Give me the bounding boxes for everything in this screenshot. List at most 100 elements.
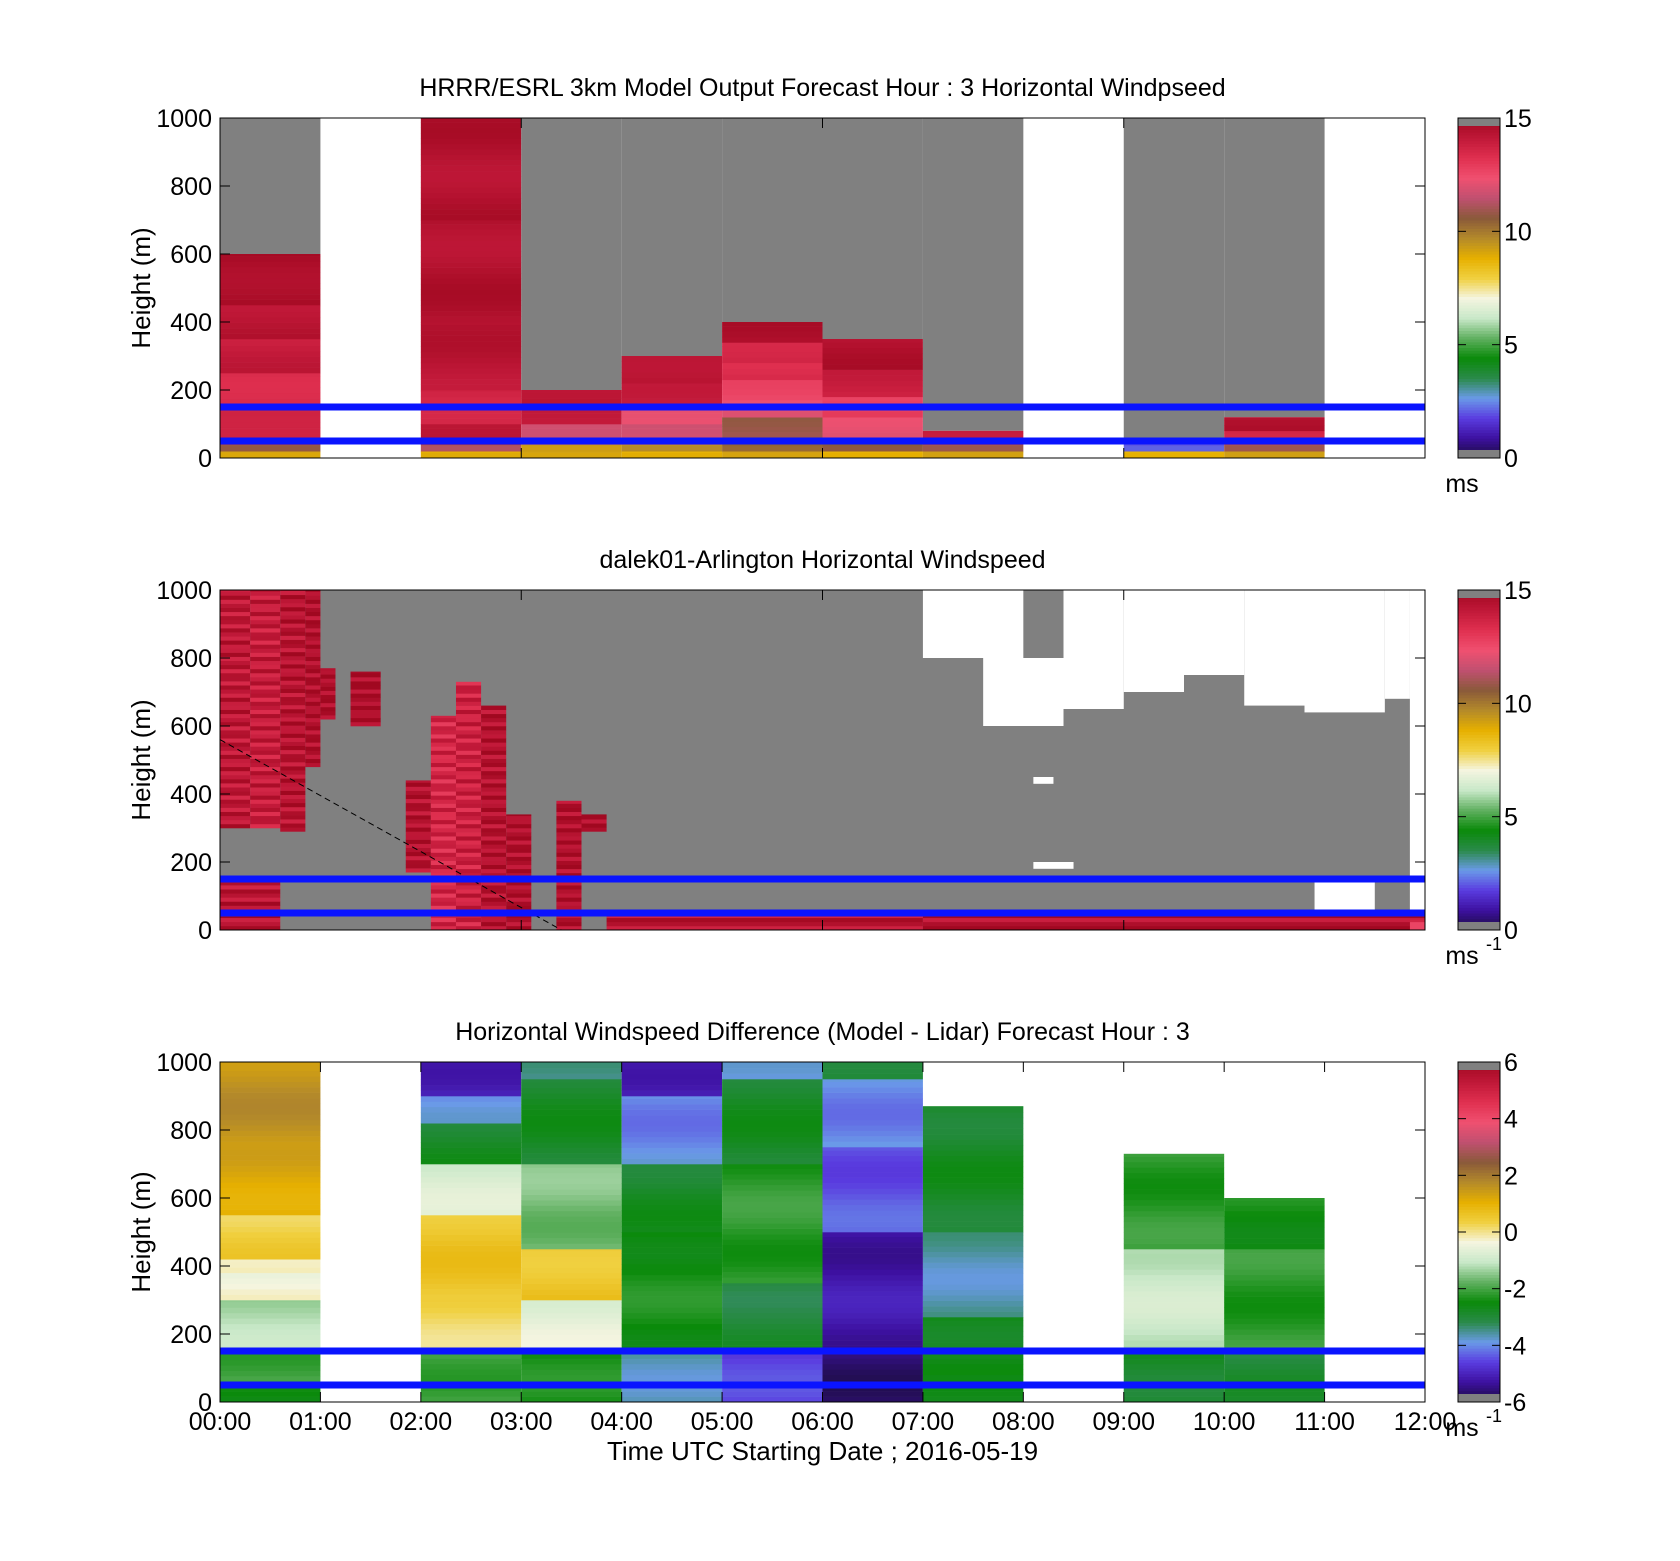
heatmap-cell bbox=[350, 671, 381, 674]
colorbar-tick-label: 5 bbox=[1504, 332, 1518, 360]
colorbar-swatch bbox=[1458, 191, 1500, 195]
heatmap-cell bbox=[455, 897, 482, 902]
heatmap-cell bbox=[621, 1353, 723, 1359]
heatmap-cell bbox=[220, 709, 251, 715]
heatmap-cell bbox=[722, 1353, 823, 1359]
heatmap-cell bbox=[521, 1289, 622, 1295]
heatmap-cell bbox=[822, 1363, 923, 1370]
colorbar-swatch bbox=[1458, 1277, 1500, 1281]
heatmap-cell bbox=[280, 729, 306, 734]
heatmap-cell bbox=[405, 851, 431, 857]
heatmap-cell bbox=[220, 885, 281, 890]
heatmap-cell bbox=[822, 1318, 923, 1325]
colorbar-swatch bbox=[1458, 375, 1500, 380]
colorbar-swatch bbox=[1458, 808, 1500, 812]
heatmap-cell bbox=[481, 823, 507, 829]
heatmap-cell bbox=[455, 758, 482, 764]
colorbar-end-cap bbox=[1458, 590, 1500, 598]
colorbar-swatch bbox=[1458, 714, 1500, 718]
heatmap-cell bbox=[481, 726, 507, 731]
colorbar-swatch bbox=[1458, 879, 1500, 883]
heatmap-cell bbox=[481, 840, 507, 845]
heatmap-cell bbox=[922, 1289, 1024, 1296]
heatmap-cell bbox=[350, 717, 381, 723]
heatmap-cell bbox=[420, 234, 522, 241]
heatmap-cell bbox=[722, 1318, 823, 1325]
heatmap-cell bbox=[521, 418, 622, 425]
heatmap-cell bbox=[556, 800, 582, 804]
heatmap-cell bbox=[1123, 1167, 1225, 1174]
heatmap-cell bbox=[455, 832, 482, 837]
heatmap-cell bbox=[280, 635, 306, 640]
heatmap-cell bbox=[420, 1079, 522, 1086]
colorbar-unit: ms bbox=[1445, 1414, 1478, 1442]
colorbar-swatch bbox=[1458, 1249, 1500, 1253]
heatmap-cell bbox=[722, 1179, 823, 1186]
heatmap-cell bbox=[280, 770, 306, 775]
heatmap-cell bbox=[220, 803, 251, 808]
heatmap-cell bbox=[822, 1098, 923, 1104]
heatmap-cell bbox=[405, 868, 431, 873]
heatmap-cell bbox=[455, 864, 482, 870]
heatmap-cell bbox=[506, 819, 532, 825]
heatmap-cell bbox=[420, 451, 522, 453]
heatmap-cell bbox=[722, 417, 823, 422]
heatmap-cell bbox=[722, 1244, 823, 1251]
heatmap-cell bbox=[1224, 1369, 1325, 1376]
heatmap-cell bbox=[521, 1210, 622, 1217]
colorbar-swatch bbox=[1458, 273, 1500, 278]
heatmap-cell bbox=[1123, 1269, 1225, 1276]
colorbar-swatch bbox=[1458, 1220, 1500, 1224]
heatmap-cell bbox=[521, 428, 622, 434]
colorbar-tick-label: 6 bbox=[1504, 1049, 1518, 1077]
heatmap-cell bbox=[455, 726, 482, 731]
heatmap-cell bbox=[220, 791, 251, 796]
heatmap-cell bbox=[621, 1109, 723, 1116]
heatmap-cell bbox=[621, 1318, 723, 1325]
colorbar-swatch bbox=[1458, 256, 1500, 261]
colorbar-swatch bbox=[1458, 1158, 1500, 1162]
heatmap-cell bbox=[722, 1082, 823, 1089]
colorbar-swatch bbox=[1458, 163, 1500, 167]
colorbar-swatch bbox=[1458, 890, 1500, 894]
colorbar-swatch bbox=[1458, 870, 1500, 874]
heatmap-cell bbox=[220, 1215, 321, 1222]
heatmap-cell bbox=[220, 398, 321, 404]
heatmap-cell bbox=[350, 701, 381, 706]
colorbar-swatch bbox=[1458, 1200, 1500, 1205]
heatmap-cell bbox=[305, 648, 321, 653]
heatmap-cell bbox=[405, 811, 431, 816]
heatmap-cell bbox=[220, 1204, 321, 1210]
colorbar-swatch bbox=[1458, 791, 1500, 795]
heatmap-cell bbox=[481, 783, 507, 788]
colorbar-swatch bbox=[1458, 154, 1500, 159]
colorbar-tick-label: 10 bbox=[1504, 690, 1532, 718]
colorbar-swatch bbox=[1458, 660, 1500, 665]
colorbar-swatch bbox=[1458, 1209, 1500, 1213]
heatmap-cell bbox=[521, 1120, 622, 1127]
heatmap-cell bbox=[420, 1117, 522, 1124]
heatmap-cell bbox=[621, 407, 723, 414]
heatmap-cell bbox=[430, 815, 456, 821]
heatmap-cell bbox=[420, 1101, 522, 1108]
heatmap-cell bbox=[420, 1272, 522, 1279]
heatmap-cell bbox=[1123, 1189, 1225, 1195]
colorbar-swatch bbox=[1458, 387, 1500, 391]
missing-data-cell bbox=[521, 118, 622, 390]
colorbar-swatch bbox=[1458, 350, 1500, 354]
heatmap-cell bbox=[220, 746, 251, 751]
colorbar-swatch bbox=[1458, 404, 1500, 408]
heatmap-cell bbox=[922, 451, 1024, 453]
heatmap-cell bbox=[220, 1092, 321, 1099]
heatmap-cell bbox=[280, 749, 306, 755]
heatmap-cell bbox=[220, 762, 251, 768]
heatmap-cell bbox=[430, 779, 456, 784]
heatmap-cell bbox=[220, 921, 281, 927]
heatmap-cell bbox=[822, 1369, 923, 1376]
heatmap-cell bbox=[430, 860, 456, 866]
colorbar-end-cap bbox=[1458, 1394, 1500, 1402]
heatmap-cell bbox=[922, 1183, 1024, 1189]
x-tick-label: 01:00 bbox=[289, 1408, 352, 1436]
heatmap-cell bbox=[1123, 1200, 1225, 1206]
